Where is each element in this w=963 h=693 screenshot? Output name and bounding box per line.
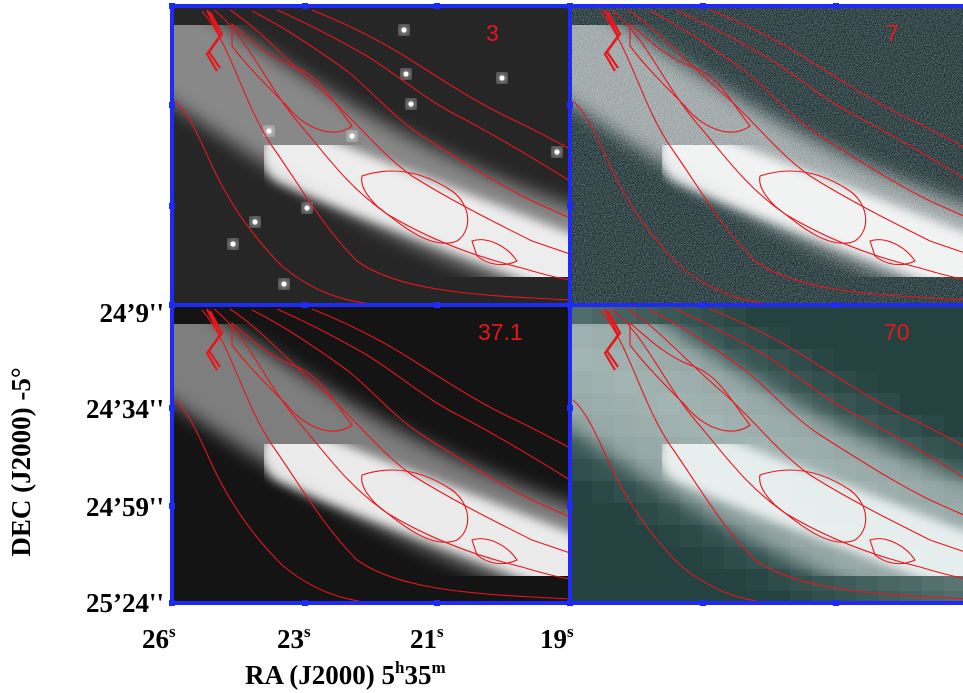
tick-mark	[700, 3, 706, 9]
tick-mark	[700, 302, 706, 308]
dec-tick-label: 25’24''	[86, 588, 164, 618]
contour-line	[276, 9, 570, 182]
contour-line	[207, 11, 224, 69]
contour-line	[629, 22, 751, 133]
contour-line	[174, 399, 373, 603]
contour-line	[471, 239, 518, 266]
contour-line	[605, 310, 622, 368]
y-axis-title: DEC (J2000) -5°	[6, 367, 36, 556]
image-panel-noisy	[570, 6, 963, 304]
contour-set	[174, 308, 570, 603]
panel-label-br: 70	[884, 319, 910, 345]
panel-label-bl: 37.1	[478, 319, 523, 345]
tick-mark	[567, 203, 573, 209]
contour-line	[605, 11, 622, 69]
contour-line	[229, 9, 570, 255]
tick-mark	[833, 600, 839, 606]
contour-line	[649, 309, 963, 516]
tick-mark	[833, 302, 839, 308]
tick-mark	[567, 503, 573, 509]
contour-line	[599, 10, 963, 301]
contour-line	[229, 308, 570, 554]
contour-line	[709, 308, 963, 446]
tick-mark	[434, 302, 440, 308]
tick-mark	[169, 102, 175, 108]
contour-line	[174, 100, 373, 304]
contour-line	[869, 239, 916, 266]
contour-line	[572, 100, 771, 304]
tick-mark	[169, 405, 175, 411]
contour-line	[311, 308, 570, 449]
tick-mark	[567, 3, 573, 9]
tick-mark	[169, 3, 175, 9]
contour-line	[231, 321, 353, 432]
tick-mark	[567, 302, 573, 308]
tick-mark	[302, 3, 308, 9]
tick-mark	[567, 102, 573, 108]
image-panel-smooth	[172, 305, 570, 603]
tick-mark	[302, 302, 308, 308]
tick-mark	[833, 3, 839, 9]
tick-mark	[169, 600, 175, 606]
panel-label-tr: 7	[886, 20, 899, 46]
tick-mark	[169, 503, 175, 509]
tick-mark	[302, 600, 308, 606]
contour-line	[627, 9, 963, 253]
contour-line	[201, 10, 570, 301]
x-axis-title: RA (J2000) 5h35m	[245, 658, 446, 690]
tick-mark	[434, 600, 440, 606]
contour-line	[759, 469, 867, 543]
ra-tick-label: 19s	[540, 622, 574, 654]
contour-set	[174, 9, 570, 304]
contour-line	[251, 10, 570, 219]
contour-line	[649, 10, 963, 217]
contour-line	[361, 469, 469, 543]
contour-line	[361, 170, 469, 244]
contour-line	[674, 308, 963, 478]
contour-line	[251, 309, 570, 518]
dec-tick-label: 24’34''	[86, 394, 164, 424]
ra-tick-label: 21s	[410, 622, 444, 654]
tick-mark	[567, 600, 573, 606]
tick-mark	[700, 600, 706, 606]
contour-line	[869, 538, 916, 565]
image-panel-pixelated	[570, 305, 963, 603]
contour-line	[627, 308, 963, 552]
contour-set	[572, 308, 963, 603]
contour-line	[572, 399, 771, 603]
contour-line	[276, 308, 570, 481]
tick-mark	[434, 3, 440, 9]
tick-mark	[169, 302, 175, 308]
dec-tick-label: 24’59''	[86, 492, 164, 522]
contour-line	[759, 170, 867, 244]
ra-tick-label: 23s	[277, 622, 311, 654]
contour-line	[471, 538, 518, 565]
dec-tick-label: 24’9''	[100, 298, 165, 328]
contour-line	[231, 22, 353, 133]
contour-line	[599, 309, 963, 600]
contour-line	[674, 9, 963, 179]
panel-label-tl: 3	[486, 20, 499, 46]
contour-line	[311, 9, 570, 150]
ra-tick-label: 26s	[142, 622, 176, 654]
tick-mark	[169, 203, 175, 209]
contour-line	[709, 9, 963, 147]
contour-set	[572, 9, 963, 304]
tick-mark	[567, 405, 573, 411]
image-panel-stars	[172, 6, 570, 304]
contour-line	[201, 309, 570, 600]
contour-line	[207, 310, 224, 368]
contour-line	[629, 321, 751, 432]
